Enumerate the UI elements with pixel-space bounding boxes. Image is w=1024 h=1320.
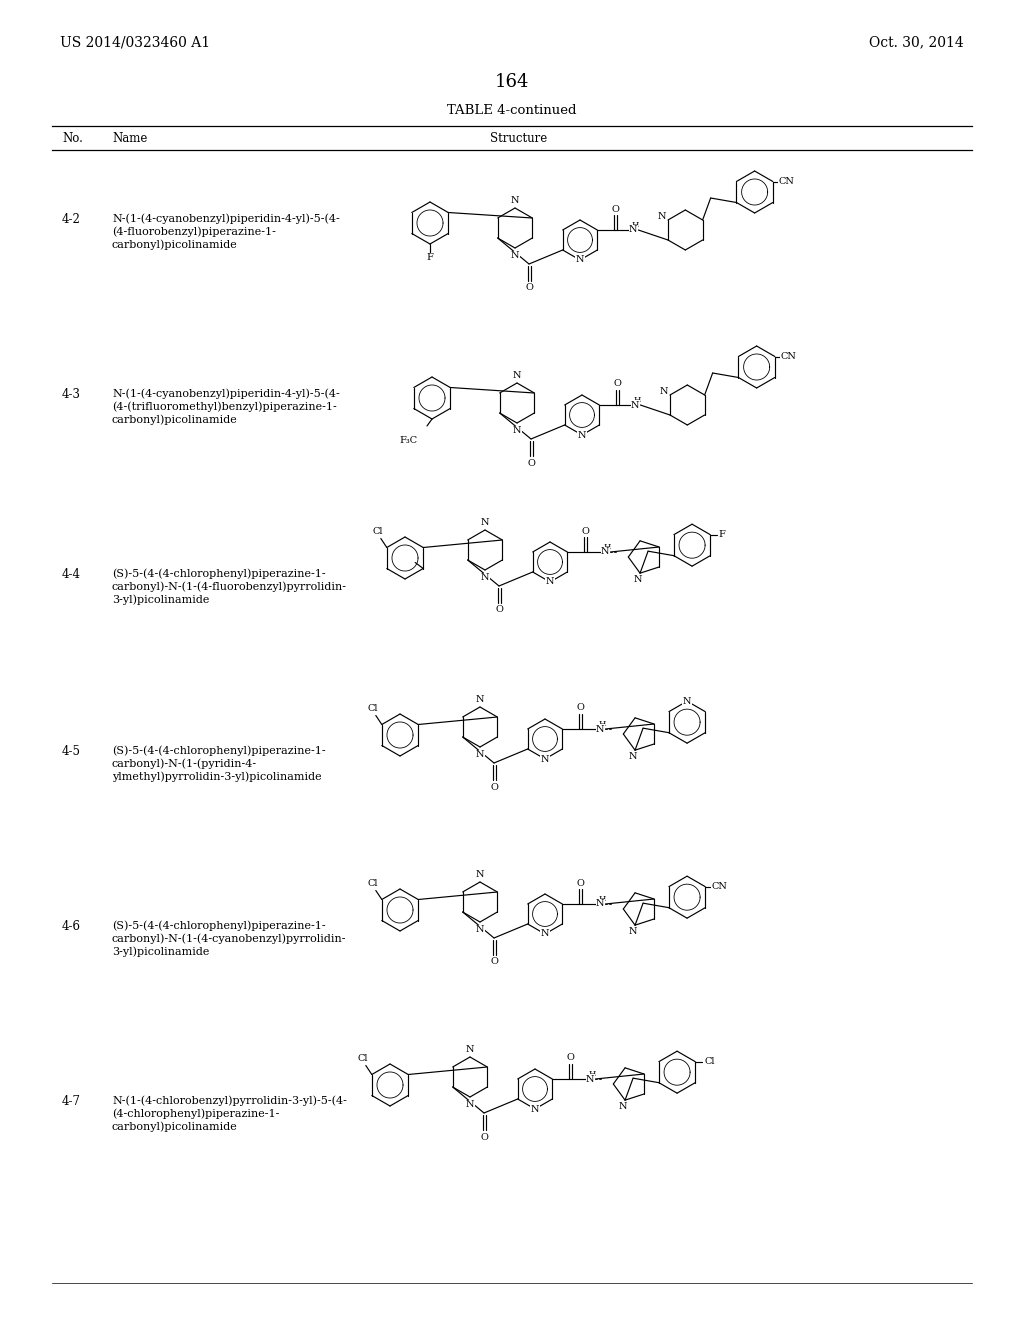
Text: N: N — [466, 1045, 474, 1053]
Text: CN: CN — [781, 352, 797, 360]
Text: H: H — [599, 895, 606, 903]
Text: O: O — [495, 606, 503, 615]
Text: N: N — [596, 725, 604, 734]
Text: O: O — [480, 1133, 488, 1142]
Text: ylmethyl)pyrrolidin-3-yl)picolinamide: ylmethyl)pyrrolidin-3-yl)picolinamide — [112, 771, 322, 781]
Text: (S)-5-(4-(4-chlorophenyl)piperazine-1-: (S)-5-(4-(4-chlorophenyl)piperazine-1- — [112, 744, 326, 755]
Text: N: N — [476, 870, 484, 879]
Text: N: N — [546, 578, 554, 586]
Text: N: N — [634, 574, 642, 583]
Text: N: N — [480, 517, 489, 527]
Text: N-(1-(4-chlorobenzyl)pyrrolidin-3-yl)-5-(4-: N-(1-(4-chlorobenzyl)pyrrolidin-3-yl)-5-… — [112, 1096, 347, 1106]
Text: (S)-5-(4-(4-chlorophenyl)piperazine-1-: (S)-5-(4-(4-chlorophenyl)piperazine-1- — [112, 568, 326, 578]
Text: Cl: Cl — [368, 879, 378, 888]
Text: Cl: Cl — [357, 1053, 368, 1063]
Text: carbonyl)-N-(1-(pyridin-4-: carbonyl)-N-(1-(pyridin-4- — [112, 758, 257, 768]
Text: N: N — [480, 573, 489, 582]
Text: Cl: Cl — [705, 1057, 715, 1067]
Text: N: N — [476, 694, 484, 704]
Text: 4-3: 4-3 — [62, 388, 81, 401]
Text: 164: 164 — [495, 73, 529, 91]
Text: N: N — [575, 256, 585, 264]
Text: CN: CN — [779, 177, 795, 186]
Text: N: N — [629, 752, 637, 760]
Text: O: O — [525, 284, 532, 293]
Text: (S)-5-(4-(4-chlorophenyl)piperazine-1-: (S)-5-(4-(4-chlorophenyl)piperazine-1- — [112, 920, 326, 931]
Text: N: N — [629, 226, 638, 235]
Text: N: N — [601, 548, 609, 557]
Text: N-(1-(4-cyanobenzyl)piperidin-4-yl)-5-(4-: N-(1-(4-cyanobenzyl)piperidin-4-yl)-5-(4… — [112, 388, 340, 399]
Text: O: O — [613, 380, 622, 388]
Text: N: N — [659, 387, 668, 396]
Text: carbonyl)-N-(1-(4-cyanobenzyl)pyrrolidin-: carbonyl)-N-(1-(4-cyanobenzyl)pyrrolidin… — [112, 933, 346, 944]
Text: N: N — [618, 1102, 628, 1111]
Text: O: O — [490, 957, 498, 966]
Text: carbonyl)picolinamide: carbonyl)picolinamide — [112, 414, 238, 425]
Text: H: H — [632, 220, 639, 228]
Text: N: N — [511, 251, 519, 260]
Text: O: O — [490, 783, 498, 792]
Text: H: H — [634, 396, 641, 404]
Text: (4-fluorobenzyl)piperazine-1-: (4-fluorobenzyl)piperazine-1- — [112, 226, 275, 236]
Text: Cl: Cl — [373, 527, 383, 536]
Text: N: N — [513, 426, 521, 436]
Text: N: N — [596, 899, 604, 908]
Text: carbonyl)picolinamide: carbonyl)picolinamide — [112, 239, 238, 249]
Text: N: N — [476, 750, 484, 759]
Text: N: N — [578, 430, 587, 440]
Text: N: N — [631, 400, 640, 409]
Text: F₃C: F₃C — [400, 436, 418, 445]
Text: N: N — [629, 927, 637, 936]
Text: N: N — [586, 1074, 595, 1084]
Text: O: O — [582, 527, 589, 536]
Text: Oct. 30, 2014: Oct. 30, 2014 — [869, 36, 964, 49]
Text: 3-yl)picolinamide: 3-yl)picolinamide — [112, 594, 209, 605]
Text: N: N — [657, 211, 666, 220]
Text: O: O — [566, 1053, 574, 1063]
Text: N: N — [541, 929, 549, 939]
Text: O: O — [577, 704, 585, 713]
Text: 4-2: 4-2 — [62, 213, 81, 226]
Text: O: O — [527, 458, 535, 467]
Text: N: N — [541, 755, 549, 763]
Text: 4-6: 4-6 — [62, 920, 81, 933]
Text: N: N — [511, 195, 519, 205]
Text: US 2014/0323460 A1: US 2014/0323460 A1 — [60, 36, 210, 49]
Text: 4-4: 4-4 — [62, 568, 81, 581]
Text: carbonyl)picolinamide: carbonyl)picolinamide — [112, 1121, 238, 1131]
Text: carbonyl)-N-(1-(4-fluorobenzyl)pyrrolidin-: carbonyl)-N-(1-(4-fluorobenzyl)pyrrolidi… — [112, 581, 347, 591]
Text: (4-chlorophenyl)piperazine-1-: (4-chlorophenyl)piperazine-1- — [112, 1107, 280, 1118]
Text: O: O — [577, 879, 585, 887]
Text: N-(1-(4-cyanobenzyl)piperidin-4-yl)-5-(4-: N-(1-(4-cyanobenzyl)piperidin-4-yl)-5-(4… — [112, 213, 340, 223]
Text: O: O — [611, 205, 620, 214]
Text: 4-5: 4-5 — [62, 744, 81, 758]
Text: No.: No. — [62, 132, 83, 144]
Text: Cl: Cl — [368, 704, 378, 713]
Text: N: N — [476, 925, 484, 935]
Text: TABLE 4-continued: TABLE 4-continued — [447, 104, 577, 117]
Text: F: F — [719, 531, 726, 539]
Text: 3-yl)picolinamide: 3-yl)picolinamide — [112, 946, 209, 957]
Text: Structure: Structure — [490, 132, 547, 144]
Text: N: N — [530, 1105, 540, 1114]
Text: N: N — [513, 371, 521, 380]
Text: (4-(trifluoromethyl)benzyl)piperazine-1-: (4-(trifluoromethyl)benzyl)piperazine-1- — [112, 401, 337, 412]
Text: H: H — [599, 719, 606, 729]
Text: Name: Name — [112, 132, 147, 144]
Text: H: H — [589, 1071, 596, 1078]
Text: CN: CN — [712, 882, 727, 891]
Text: N: N — [466, 1100, 474, 1109]
Text: F: F — [427, 253, 433, 263]
Text: N: N — [683, 697, 691, 706]
Text: 4-7: 4-7 — [62, 1096, 81, 1107]
Text: H: H — [603, 543, 611, 550]
